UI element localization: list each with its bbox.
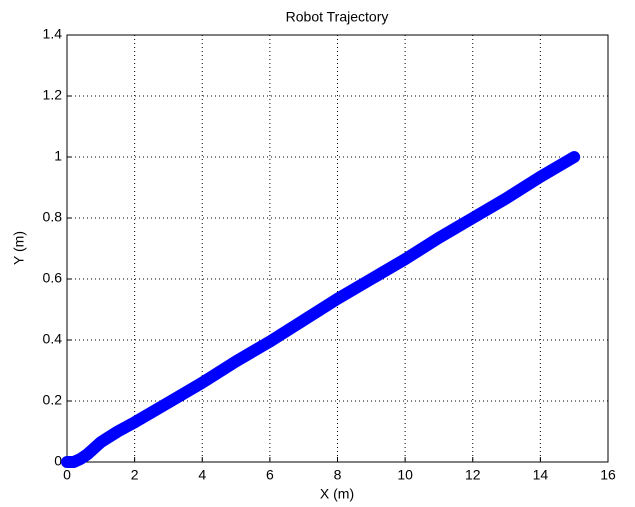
x-tick-label: 8: [334, 467, 342, 483]
chart-title: Robot Trajectory: [286, 9, 389, 25]
y-tick-label: 1: [54, 148, 62, 164]
x-tick-label: 16: [600, 467, 616, 483]
x-tick-label: 6: [266, 467, 274, 483]
y-tick-label: 0.2: [43, 392, 63, 408]
y-tick-label: 1.4: [43, 26, 63, 42]
y-tick-label: 0.4: [43, 331, 63, 347]
y-tick-label: 0: [54, 453, 62, 469]
plot-frame: [66, 34, 609, 463]
x-axis-label: X (m): [320, 486, 354, 502]
y-tick-label: 1.2: [43, 87, 63, 103]
x-tick-label: 10: [397, 467, 413, 483]
y-tick-label: 0.8: [43, 209, 63, 225]
x-tick-label: 0: [63, 467, 71, 483]
x-tick-label: 14: [533, 467, 549, 483]
x-tick-label: 4: [198, 467, 206, 483]
y-axis-label: Y (m): [11, 231, 27, 265]
x-tick-label: 12: [465, 467, 481, 483]
y-tick-label: 0.6: [43, 270, 63, 286]
x-tick-label: 2: [131, 467, 139, 483]
trajectory-line: [61, 151, 581, 468]
